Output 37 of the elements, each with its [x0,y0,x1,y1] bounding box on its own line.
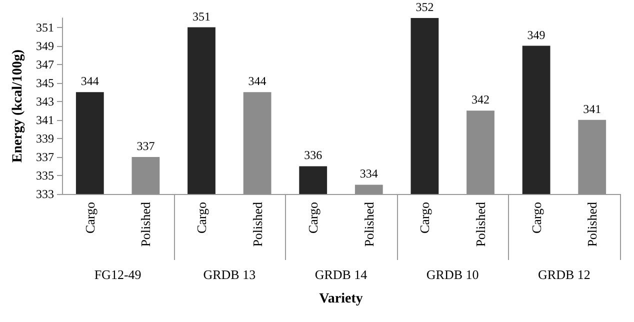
y-axis-title: Energy (kcal/100g) [10,49,26,163]
data-label: 352 [416,0,434,14]
data-label: 336 [304,148,322,162]
data-label: 341 [583,102,602,116]
data-label: 349 [527,28,546,42]
data-label: 342 [472,92,490,107]
y-tick-label: 345 [36,76,54,90]
y-tick-label: 339 [36,131,54,146]
text: Cargo [194,202,209,234]
y-tick-label: 341 [36,112,54,127]
text: Cargo [82,202,98,234]
data-label: 337 [136,138,155,153]
data-label: 344 [248,74,266,88]
text: Polished [473,202,488,247]
x-tick-label: GRDB 12 [538,267,590,282]
x-tick-label: FG12-49 [94,267,142,282]
y-tick-label: 347 [36,57,54,72]
x-axis-title: Variety [319,292,363,306]
text: Cargo [417,202,432,234]
y-tick-label: 343 [36,94,54,108]
x-tick-label: GRDB 10 [426,267,479,282]
x-tick-label: GRDB 13 [203,267,256,282]
text: Polished [138,202,154,247]
text: Polished [361,202,376,247]
y-tick-label: 335 [36,168,54,182]
data-label: 344 [80,74,99,88]
x-tick-label: GRDB 14 [314,267,368,282]
text: Cargo [528,202,544,234]
data-label: 351 [192,9,210,24]
y-tick-label: 349 [36,38,54,53]
text: Cargo [306,202,321,234]
text: Polished [250,202,265,247]
y-tick-label: 333 [36,187,54,201]
y-tick-label: 351 [36,20,54,34]
text: Polished [584,202,600,247]
data-label: 334 [360,166,378,181]
y-tick-label: 337 [36,150,54,164]
